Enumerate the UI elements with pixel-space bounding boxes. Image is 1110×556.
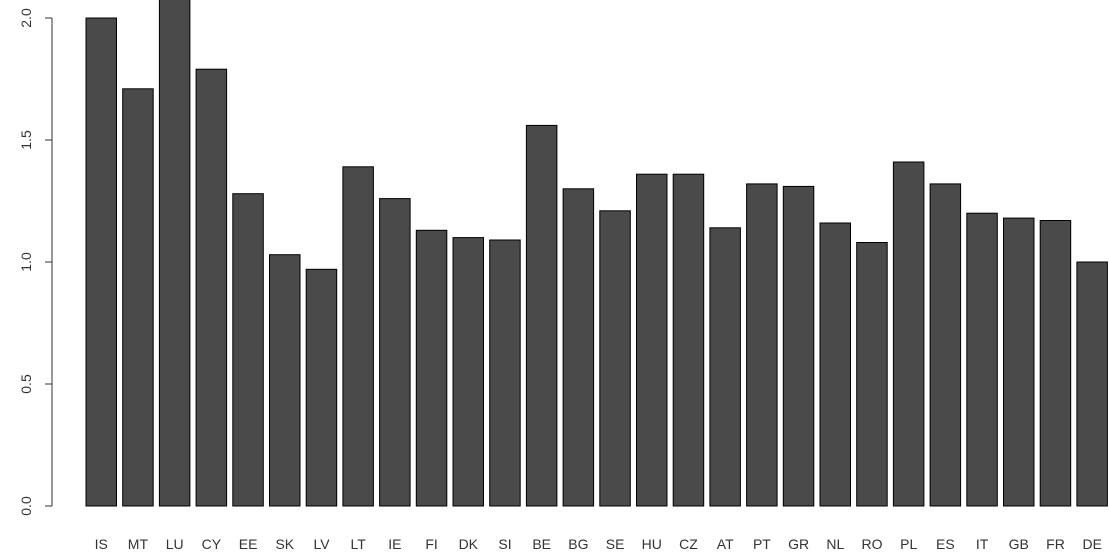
bar-se <box>599 210 631 507</box>
x-tick-label-lu: LU <box>166 536 184 552</box>
bar-be <box>525 124 558 507</box>
x-tick-label-de: DE <box>1082 536 1101 552</box>
bar-es <box>929 183 962 507</box>
x-tick-label-hu: HU <box>642 536 662 552</box>
x-tick-label-fi: FI <box>425 536 437 552</box>
bar-at <box>709 227 741 507</box>
bar-sk <box>269 254 301 507</box>
x-tick-label-mt: MT <box>128 536 149 552</box>
x-tick-label-is: IS <box>95 536 108 552</box>
bar-is <box>85 17 117 507</box>
bar-cz <box>672 173 705 507</box>
bar-mt <box>122 88 154 507</box>
x-tick-label-dk: DK <box>459 536 479 552</box>
x-tick-label-pt: PT <box>753 536 771 552</box>
bar-ee <box>232 193 264 507</box>
x-tick-label-es: ES <box>936 536 955 552</box>
bar-fr <box>1039 220 1072 507</box>
bar-bg <box>562 188 595 507</box>
bar-hu <box>636 173 668 507</box>
y-tick-label-1-5: 1.5 <box>18 130 34 150</box>
x-axis-labels: IS MT LU CY EE SK LV LT IE FI DK SI BE BG SE HU CZ AT PT GR… <box>95 536 1102 552</box>
bar-dk <box>452 237 484 507</box>
x-tick-label-lt: LT <box>351 536 367 552</box>
x-tick-label-bg: BG <box>568 536 588 552</box>
x-tick-label-lv: LV <box>313 536 330 552</box>
bar-de <box>1076 261 1108 507</box>
x-tick-label-fr: FR <box>1046 536 1065 552</box>
y-tick-label-0-5: 0.5 <box>18 374 34 394</box>
bar-cy <box>195 68 228 507</box>
x-tick-label-sk: SK <box>275 536 294 552</box>
x-tick-label-ie: IE <box>388 536 401 552</box>
x-tick-label-si: SI <box>498 536 511 552</box>
x-tick-label-cz: CZ <box>679 536 698 552</box>
bars-layer <box>85 0 1108 507</box>
x-tick-label-be: BE <box>532 536 551 552</box>
x-tick-label-pl: PL <box>900 536 917 552</box>
bar-ro <box>856 242 888 507</box>
x-tick-label-nl: NL <box>826 536 844 552</box>
y-tick-label-0-0: 0.0 <box>18 496 34 516</box>
x-tick-label-se: SE <box>606 536 625 552</box>
y-axis: 0.0 0.5 1.0 1.5 2.0 <box>18 8 53 516</box>
bar-lt <box>342 166 374 507</box>
bar-fi <box>415 229 448 507</box>
bar-pl <box>892 161 925 507</box>
x-tick-label-it: IT <box>976 536 989 552</box>
bar-it <box>966 212 998 507</box>
bar-lv <box>305 268 338 507</box>
x-tick-label-ro: RO <box>862 536 883 552</box>
y-tick-label-2-0: 2.0 <box>18 8 34 28</box>
x-tick-label-ee: EE <box>239 536 258 552</box>
x-tick-label-gb: GB <box>1009 536 1029 552</box>
bar-gb <box>1003 217 1035 507</box>
bar-ie <box>379 198 411 507</box>
bar-nl <box>819 222 851 507</box>
x-tick-label-cy: CY <box>202 536 222 552</box>
bar-gr <box>782 185 815 507</box>
x-tick-label-gr: GR <box>788 536 809 552</box>
x-tick-label-at: AT <box>717 536 734 552</box>
bar-pt <box>746 183 778 507</box>
bar-lu <box>158 0 191 507</box>
bar-si <box>489 239 521 507</box>
y-tick-label-1-0: 1.0 <box>18 252 34 272</box>
